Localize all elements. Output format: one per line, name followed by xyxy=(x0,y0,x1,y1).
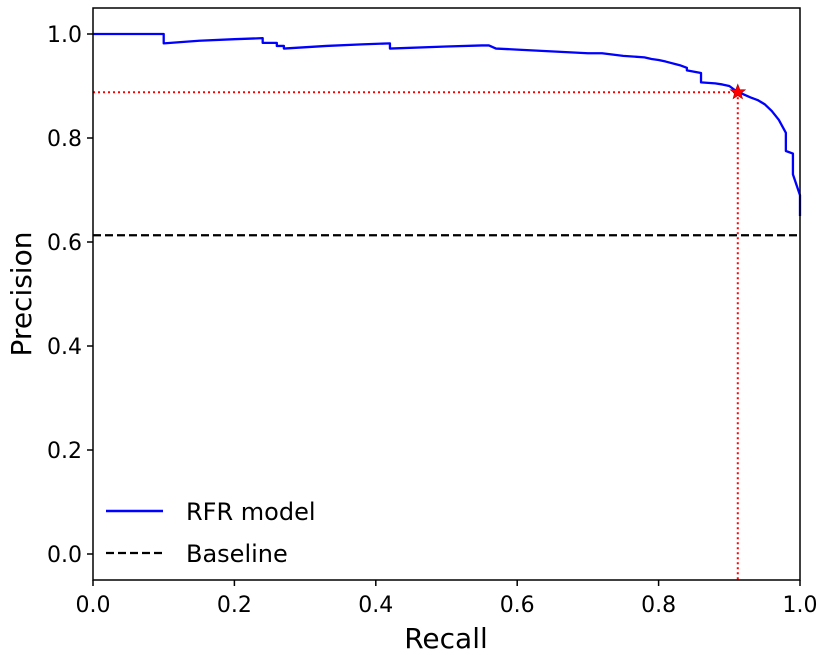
y-tick-label: 0.2 xyxy=(47,439,82,464)
y-axis-label: Precision xyxy=(5,232,38,357)
plot-area-frame xyxy=(92,7,801,581)
legend-label-baseline: Baseline xyxy=(186,540,288,568)
y-tick-label: 0.4 xyxy=(47,335,82,360)
y-tick-label: 0.0 xyxy=(47,543,82,568)
legend: RFR model Baseline xyxy=(106,498,316,568)
x-tick-label: 0.8 xyxy=(641,593,676,618)
y-tick-label: 1.0 xyxy=(47,23,82,48)
x-tick-label: 1.0 xyxy=(783,593,818,618)
x-tick-label: 0.0 xyxy=(76,593,111,618)
y-tick-label: 0.6 xyxy=(47,231,82,256)
axis-ticks: 0.0 0.2 0.4 0.6 0.8 1.0 0.0 0.2 0.4 0.6 0.8 1.0 xyxy=(47,23,818,618)
highlight-star-marker xyxy=(729,83,747,100)
x-axis-label: Recall xyxy=(404,622,488,655)
x-tick-label: 0.4 xyxy=(358,593,393,618)
legend-label-rfr-model: RFR model xyxy=(186,498,316,526)
x-tick-label: 0.2 xyxy=(217,593,252,618)
plot-layer xyxy=(93,32,802,580)
series-line-rfr-model xyxy=(93,32,802,216)
y-tick-label: 0.8 xyxy=(47,127,82,152)
x-tick-label: 0.6 xyxy=(500,593,535,618)
